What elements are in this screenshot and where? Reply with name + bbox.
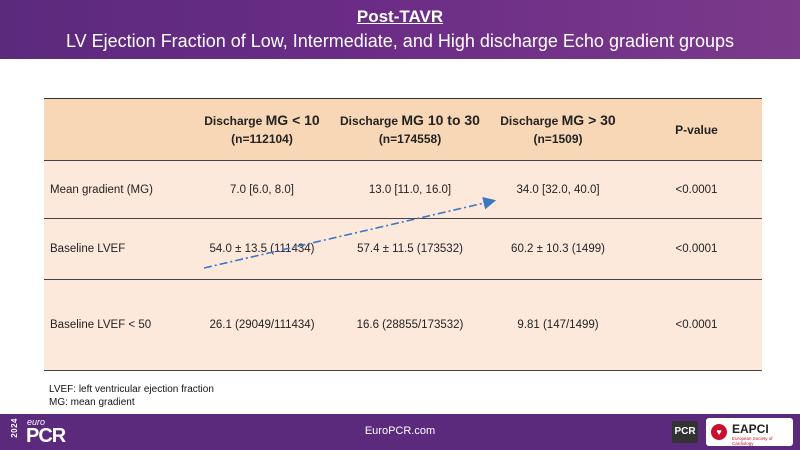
table-cell: 26.1 (29049/111434) <box>209 319 315 331</box>
table-row: Mean gradient (MG) 7.0 [6.0, 8.0] 13.0 [… <box>44 160 762 219</box>
pcr-badge-logo: PCR <box>672 421 698 443</box>
europcr-logo: 2024 euro PCR <box>10 417 66 447</box>
slide-header: Post-TAVR LV Ejection Fraction of Low, I… <box>0 0 800 59</box>
table-cell: 60.2 ± 10.3 (1499) <box>511 243 605 255</box>
table-cell: 34.0 [32.0, 40.0] <box>516 183 600 196</box>
footnotes: LVEF: left ventricular ejection fraction… <box>49 383 214 409</box>
header-mg-intermediate: Discharge MG 10 to 30 (n=174558) <box>340 112 480 146</box>
header-mg-low: Discharge MG < 10 (n=112104) <box>204 112 320 146</box>
table-cell: 57.4 ± 11.5 (173532) <box>357 243 463 255</box>
footnote-lvef: LVEF: left ventricular ejection fraction <box>49 384 214 395</box>
table-row: Baseline LVEF 54.0 ± 13.5 (111434) 57.4 … <box>44 218 762 280</box>
table-cell: 7.0 [6.0, 8.0] <box>230 183 294 196</box>
eapci-logo: ♥ EAPCI European Society of Cardiology <box>706 418 793 446</box>
row-label: Mean gradient (MG) <box>50 183 153 196</box>
results-table: Discharge MG < 10 (n=112104) Discharge M… <box>44 98 762 371</box>
footnote-mg: MG: mean gradient <box>49 397 135 408</box>
table-cell: 9.81 (147/1499) <box>517 319 599 331</box>
table-cell: 16.6 (28855/173532) <box>356 319 464 331</box>
table-cell: 13.0 [11.0, 16.0] <box>368 183 452 196</box>
site-url: EuroPCR.com <box>364 425 436 437</box>
table-cell: <0.0001 <box>675 243 718 255</box>
table-header-row: Discharge MG < 10 (n=112104) Discharge M… <box>44 98 762 161</box>
row-label: Baseline LVEF < 50 <box>50 319 152 331</box>
header-mg-high: Discharge MG > 30 (n=1509) <box>500 112 616 146</box>
slide-title: Post-TAVR <box>356 7 444 26</box>
table-row: Baseline LVEF < 50 26.1 (29049/111434) 1… <box>44 279 762 371</box>
table-cell: <0.0001 <box>675 183 718 196</box>
footer-bar: 2024 euro PCR EuroPCR.com PCR ♥ EAPCI Eu… <box>0 414 800 450</box>
table-cell: 54.0 ± 13.5 (111434) <box>209 243 315 255</box>
table-cell: <0.0001 <box>675 319 718 331</box>
heart-icon: ♥ <box>711 424 727 440</box>
slide-subtitle: LV Ejection Fraction of Low, Intermediat… <box>65 31 735 51</box>
row-label: Baseline LVEF <box>50 243 126 255</box>
header-p-value: P-value <box>675 122 718 137</box>
results-table-container: Discharge MG < 10 (n=112104) Discharge M… <box>44 98 762 371</box>
